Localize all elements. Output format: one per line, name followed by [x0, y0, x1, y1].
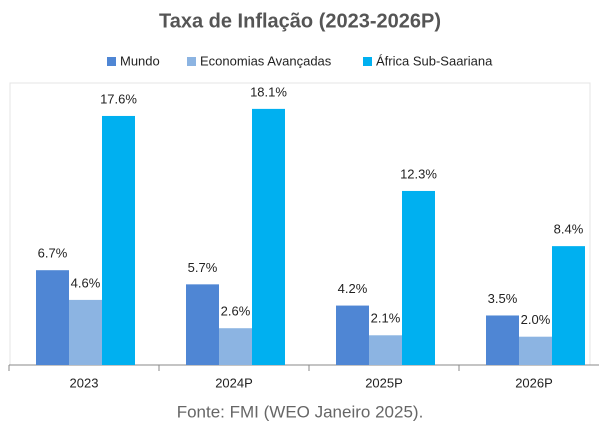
- legend-swatch: [107, 57, 116, 66]
- bar: [252, 108, 285, 365]
- legend-swatch: [187, 57, 196, 66]
- chart-title: Taxa de Inflação (2023-2026P): [159, 10, 441, 32]
- data-label: 3.5%: [488, 291, 518, 306]
- data-label: 5.7%: [188, 260, 218, 275]
- data-label: 12.3%: [400, 166, 437, 181]
- x-tick-label: 2025P: [365, 375, 403, 390]
- bar: [219, 328, 252, 365]
- bar: [552, 246, 585, 365]
- x-tick-label: 2024P: [215, 375, 253, 390]
- bar: [336, 305, 369, 365]
- data-label: 2.0%: [521, 312, 551, 327]
- source-note: Fonte: FMI (WEO Janeiro 2025).: [177, 402, 424, 421]
- bar: [519, 336, 552, 365]
- data-label: 4.2%: [338, 281, 368, 296]
- bar: [369, 335, 402, 365]
- legend-swatch: [363, 57, 372, 66]
- bar: [402, 190, 435, 365]
- data-label: 2.1%: [371, 311, 401, 326]
- bar: [486, 315, 519, 365]
- data-label: 18.1%: [250, 84, 287, 99]
- bar: [102, 115, 135, 366]
- legend-label: África Sub-Saariana: [376, 53, 493, 68]
- data-label: 2.6%: [221, 304, 251, 319]
- bar: [186, 284, 219, 365]
- data-label: 6.7%: [38, 246, 68, 261]
- data-label: 17.6%: [100, 91, 137, 106]
- bar: [69, 299, 102, 365]
- legend-label: Economias Avançadas: [200, 53, 332, 68]
- data-label: 8.4%: [554, 222, 584, 237]
- bar: [36, 270, 69, 365]
- x-tick-label: 2026P: [515, 375, 553, 390]
- x-tick-label: 2023: [70, 375, 99, 390]
- data-label: 4.6%: [71, 275, 101, 290]
- legend-label: Mundo: [120, 53, 160, 68]
